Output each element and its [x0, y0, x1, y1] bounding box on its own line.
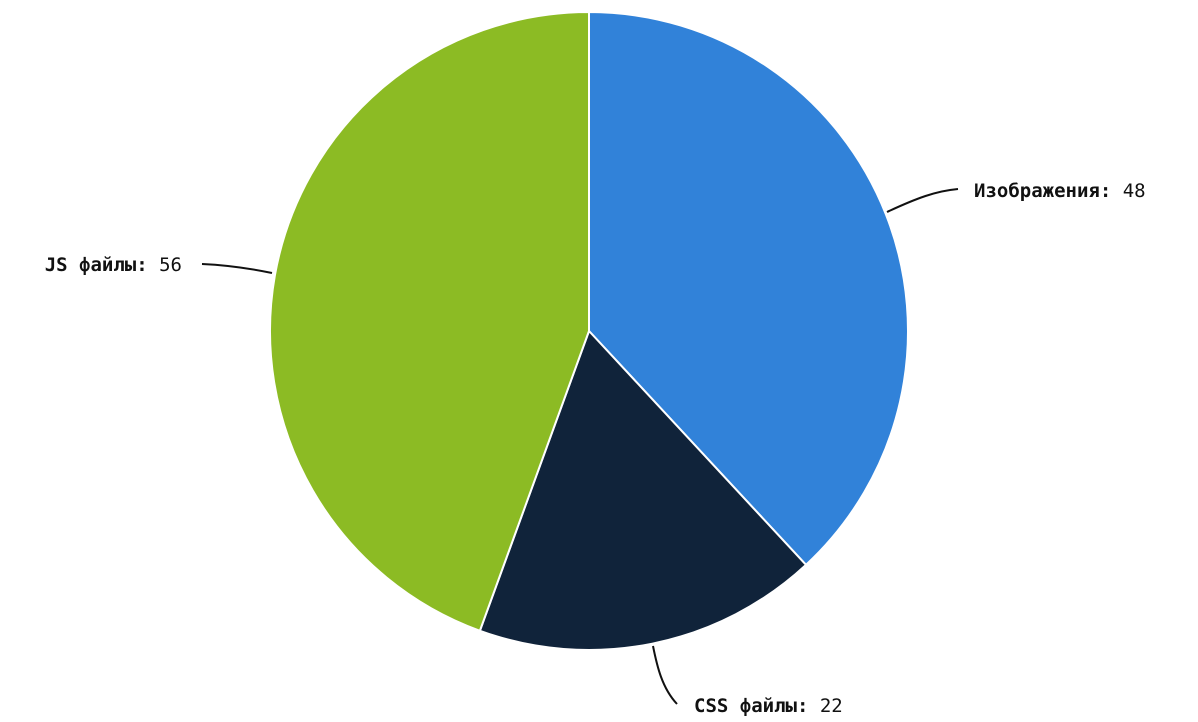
slice-labels: Изображения: 48 CSS файлы: 22 JS файлы: 56	[45, 180, 1146, 717]
slice-label-css-файлы: CSS файлы: 22	[694, 695, 843, 717]
slice-label-name: CSS файлы:	[694, 695, 808, 717]
slice-label-value: 48	[1111, 180, 1145, 202]
pie-slice-изображения	[588, 11, 909, 566]
slice-label-js-файлы: JS файлы: 56	[45, 254, 182, 276]
slice-label-value: 56	[148, 254, 182, 276]
slice-label-изображения: Изображения: 48	[974, 180, 1146, 202]
slice-label-name: JS файлы:	[45, 254, 148, 276]
leader-lines	[201, 188, 959, 705]
leader-line-изображения	[886, 188, 959, 213]
pie-slice-css-файлы	[478, 330, 807, 651]
leader-line-js-файлы	[201, 263, 273, 274]
leader-line-css-файлы	[652, 645, 678, 705]
slice-label-name: Изображения:	[974, 180, 1111, 202]
pie-slices	[269, 11, 909, 651]
pie-slice-js-файлы	[269, 11, 590, 632]
slice-label-value: 22	[808, 695, 842, 717]
